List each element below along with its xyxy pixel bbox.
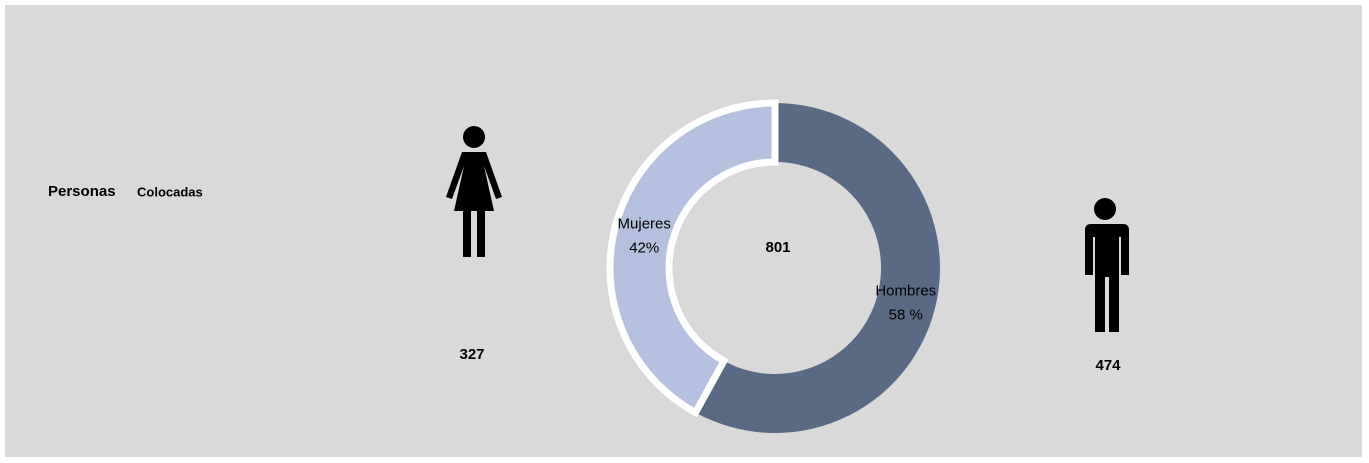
value-label: 42% bbox=[629, 239, 659, 256]
value-label: 58 % bbox=[889, 307, 923, 324]
count-label: 474 bbox=[1095, 357, 1121, 374]
total-label: 801 bbox=[765, 239, 790, 256]
donut-segment bbox=[695, 103, 940, 434]
man-icon bbox=[1085, 198, 1129, 332]
chart-subtitle: Colocadas bbox=[137, 184, 203, 199]
segment-label: Hombres bbox=[875, 283, 936, 300]
segment-label: Mujeres bbox=[618, 215, 671, 232]
donut-segment bbox=[606, 99, 779, 418]
woman-icon bbox=[446, 126, 502, 257]
count-label: 327 bbox=[459, 346, 484, 363]
chart-title: Personas bbox=[48, 183, 116, 200]
